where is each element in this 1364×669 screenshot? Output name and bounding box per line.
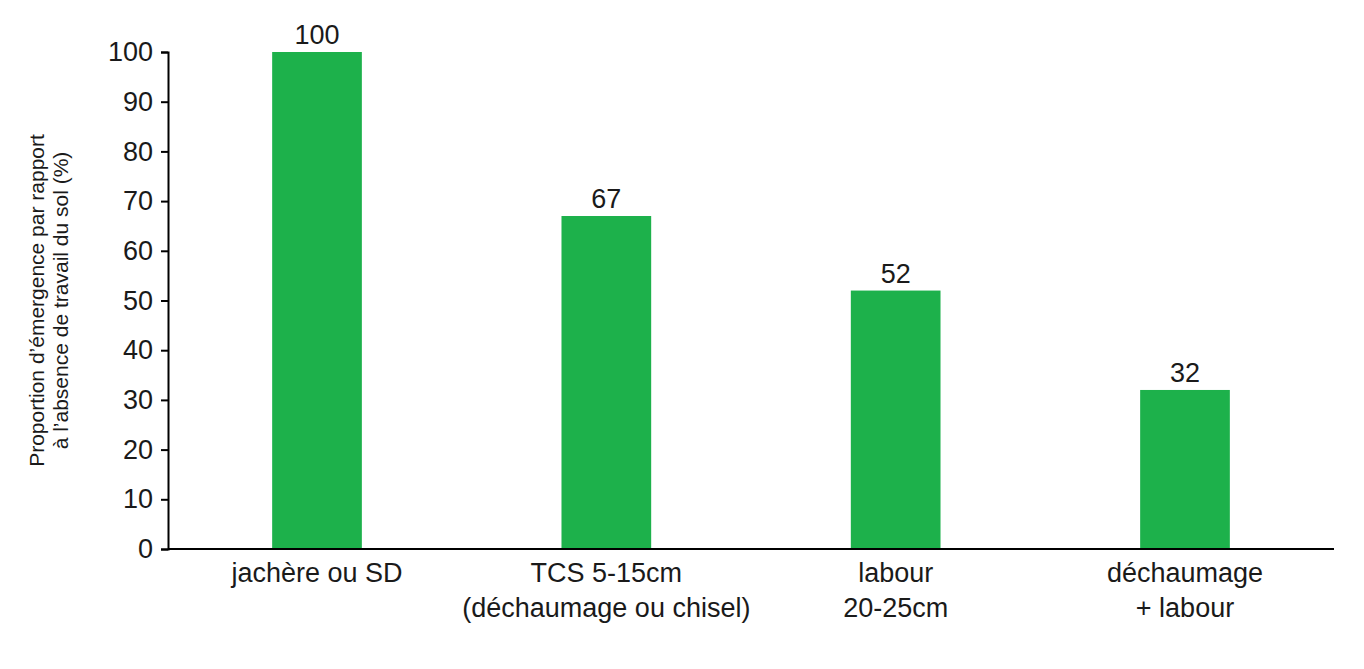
y-tick-label: 100 bbox=[108, 37, 153, 67]
y-tick: 60 bbox=[123, 236, 168, 266]
data-label: 32 bbox=[1170, 358, 1200, 388]
y-tick-label: 40 bbox=[123, 335, 153, 365]
y-tick-mark bbox=[161, 101, 168, 103]
y-tick: 10 bbox=[123, 484, 168, 514]
x-tick-label-line: + labour bbox=[1136, 593, 1234, 623]
y-tick-mark bbox=[161, 399, 168, 401]
x-tick-label-line: jachère ou SD bbox=[230, 558, 402, 588]
y-tick: 90 bbox=[123, 87, 168, 117]
y-tick-label: 20 bbox=[123, 435, 153, 465]
bar bbox=[851, 291, 941, 549]
x-tick: labour 20-25cm bbox=[843, 558, 948, 623]
y-tick-mark bbox=[161, 52, 168, 54]
y-tick-mark bbox=[161, 250, 168, 252]
y-tick-label: 0 bbox=[138, 534, 153, 564]
x-tick-label: labour 20-25cm bbox=[843, 558, 948, 623]
y-tick-mark bbox=[161, 201, 168, 203]
y-tick: 0 bbox=[138, 534, 168, 564]
y-tick: 80 bbox=[123, 137, 168, 167]
y-tick-label: 70 bbox=[123, 186, 153, 216]
y-tick: 50 bbox=[123, 286, 168, 316]
x-tick-label-line: déchaumage bbox=[1107, 558, 1263, 588]
bar bbox=[561, 216, 651, 549]
y-axis: 0 10 20 30 40 50 60 70 80 90 100 bbox=[108, 37, 169, 564]
y-tick-label: 90 bbox=[123, 87, 153, 117]
y-tick: 70 bbox=[123, 186, 168, 216]
bar bbox=[1140, 390, 1230, 549]
y-tick-mark bbox=[161, 499, 168, 501]
data-label: 52 bbox=[881, 259, 911, 289]
x-tick-label: jachère ou SD bbox=[230, 558, 402, 588]
x-tick: TCS 5-15cm (déchaumage ou chisel) bbox=[462, 558, 750, 623]
y-tick-mark bbox=[161, 350, 168, 352]
x-tick-label-line: TCS 5-15cm bbox=[531, 558, 683, 588]
y-tick-label: 10 bbox=[123, 484, 153, 514]
x-tick-label: déchaumage + labour bbox=[1107, 558, 1263, 623]
data-label: 100 bbox=[294, 20, 339, 50]
y-axis-title-line: à l’absence de travail du sol (%) bbox=[49, 152, 72, 450]
y-tick-label: 50 bbox=[123, 286, 153, 316]
y-tick: 20 bbox=[123, 435, 168, 465]
y-tick-label: 30 bbox=[123, 385, 153, 415]
chart: 100 67 52 32 0 10 20 30 40 50 60 70 80 90 100 jachère o… bbox=[0, 0, 1364, 669]
y-tick-label: 60 bbox=[123, 236, 153, 266]
x-axis-line bbox=[168, 548, 1334, 550]
y-tick-label: 80 bbox=[123, 137, 153, 167]
y-tick: 30 bbox=[123, 385, 168, 415]
x-tick: déchaumage + labour bbox=[1107, 558, 1263, 623]
x-axis: jachère ou SD TCS 5-15cm (déchaumage ou ch… bbox=[168, 549, 1334, 623]
y-tick-mark bbox=[161, 300, 168, 302]
bars bbox=[272, 52, 1230, 549]
x-tick-label: TCS 5-15cm (déchaumage ou chisel) bbox=[462, 558, 750, 623]
y-tick: 40 bbox=[123, 335, 168, 365]
y-axis-title: Proportion d’émergence par rapportà l’ab… bbox=[25, 134, 72, 467]
y-tick-mark bbox=[161, 449, 168, 451]
y-axis-line bbox=[161, 53, 169, 550]
x-tick-label-line: (déchaumage ou chisel) bbox=[462, 593, 750, 623]
y-axis-title-line: Proportion d’émergence par rapport bbox=[25, 134, 48, 467]
bar bbox=[272, 52, 362, 549]
x-tick-label-line: labour bbox=[858, 558, 933, 588]
x-tick-label-line: 20-25cm bbox=[843, 593, 948, 623]
y-tick: 100 bbox=[108, 37, 168, 67]
data-label: 67 bbox=[591, 184, 621, 214]
x-tick: jachère ou SD bbox=[230, 558, 402, 588]
data-labels: 100 67 52 32 bbox=[294, 20, 1200, 388]
y-tick-mark bbox=[161, 151, 168, 153]
y-tick-mark bbox=[161, 549, 168, 551]
